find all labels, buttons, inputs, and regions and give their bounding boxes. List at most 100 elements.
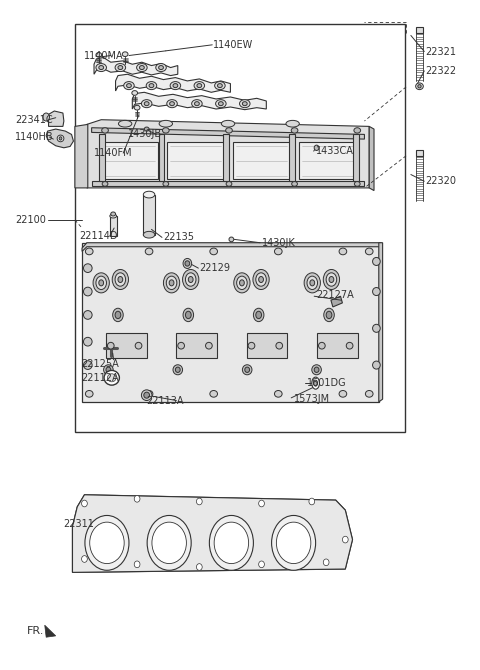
Ellipse shape (115, 64, 126, 72)
Ellipse shape (84, 287, 92, 296)
Ellipse shape (156, 64, 166, 72)
Ellipse shape (342, 536, 348, 543)
Ellipse shape (183, 308, 193, 322)
Ellipse shape (59, 137, 62, 140)
Ellipse shape (192, 100, 202, 108)
Text: 1140FM: 1140FM (94, 148, 132, 158)
Bar (176, 333, 217, 358)
Text: FR.: FR. (27, 626, 44, 636)
Ellipse shape (314, 145, 319, 151)
Ellipse shape (93, 273, 109, 293)
Text: 22135: 22135 (163, 232, 194, 243)
Bar (233, 143, 290, 179)
Ellipse shape (142, 100, 152, 108)
Ellipse shape (119, 121, 132, 127)
Bar (247, 333, 288, 358)
Ellipse shape (137, 64, 147, 72)
Ellipse shape (132, 90, 138, 95)
Ellipse shape (314, 380, 318, 386)
Polygon shape (48, 111, 64, 127)
Polygon shape (72, 495, 352, 572)
Bar (416, 151, 423, 156)
Ellipse shape (124, 82, 134, 90)
Ellipse shape (329, 277, 334, 283)
Text: 1601DG: 1601DG (307, 378, 347, 388)
Ellipse shape (144, 231, 155, 238)
Ellipse shape (372, 324, 380, 332)
Ellipse shape (173, 364, 182, 375)
Ellipse shape (104, 364, 113, 375)
Polygon shape (92, 128, 364, 139)
Bar (82, 243, 379, 402)
Ellipse shape (365, 248, 373, 255)
Ellipse shape (84, 360, 92, 369)
Text: 22129: 22129 (199, 263, 230, 273)
Bar (223, 134, 229, 180)
Polygon shape (369, 127, 374, 190)
Ellipse shape (166, 276, 177, 289)
Ellipse shape (346, 342, 353, 349)
Polygon shape (94, 58, 178, 76)
Ellipse shape (82, 500, 87, 507)
Polygon shape (75, 125, 88, 188)
Ellipse shape (135, 342, 142, 349)
Ellipse shape (127, 84, 132, 88)
Ellipse shape (210, 248, 217, 255)
Ellipse shape (324, 308, 334, 322)
Text: 22322: 22322 (426, 66, 457, 76)
Ellipse shape (104, 371, 120, 385)
Ellipse shape (256, 273, 266, 286)
Ellipse shape (169, 280, 174, 286)
Ellipse shape (259, 561, 264, 567)
Ellipse shape (291, 128, 298, 133)
Ellipse shape (372, 257, 380, 265)
Ellipse shape (142, 390, 152, 401)
Ellipse shape (122, 52, 128, 56)
Ellipse shape (163, 273, 180, 293)
Ellipse shape (354, 128, 360, 133)
Text: 1140EW: 1140EW (213, 40, 253, 50)
Bar (101, 143, 157, 179)
Ellipse shape (170, 82, 180, 90)
Ellipse shape (286, 121, 300, 127)
Ellipse shape (418, 84, 421, 88)
Ellipse shape (84, 337, 92, 346)
Bar (110, 216, 117, 236)
Ellipse shape (106, 367, 111, 373)
Ellipse shape (162, 128, 169, 133)
Ellipse shape (339, 391, 347, 397)
Ellipse shape (185, 273, 196, 286)
Ellipse shape (158, 66, 163, 70)
Ellipse shape (85, 248, 93, 255)
Text: 22114D: 22114D (80, 231, 118, 241)
Text: 22125A: 22125A (81, 359, 119, 369)
Ellipse shape (99, 66, 104, 70)
Polygon shape (116, 74, 230, 92)
Ellipse shape (112, 269, 129, 289)
Bar (353, 134, 359, 180)
Bar (106, 333, 147, 358)
Text: 22113A: 22113A (147, 395, 184, 405)
Ellipse shape (152, 522, 186, 563)
Ellipse shape (240, 100, 250, 108)
Ellipse shape (323, 559, 329, 565)
Ellipse shape (326, 312, 332, 319)
Ellipse shape (245, 367, 250, 373)
Ellipse shape (149, 84, 154, 88)
Ellipse shape (159, 121, 172, 127)
Ellipse shape (259, 500, 264, 507)
Bar (75, 24, 405, 432)
Text: 1430JB: 1430JB (128, 129, 162, 139)
Ellipse shape (167, 100, 177, 108)
Ellipse shape (147, 515, 191, 570)
Ellipse shape (259, 277, 264, 283)
Ellipse shape (253, 269, 269, 289)
Text: 22341C: 22341C (15, 115, 53, 125)
Text: 1140MA: 1140MA (84, 50, 124, 60)
Ellipse shape (144, 392, 150, 398)
Ellipse shape (242, 364, 252, 375)
Ellipse shape (237, 276, 247, 289)
Ellipse shape (292, 182, 298, 186)
Text: 1573JM: 1573JM (294, 394, 330, 404)
Ellipse shape (314, 367, 319, 373)
